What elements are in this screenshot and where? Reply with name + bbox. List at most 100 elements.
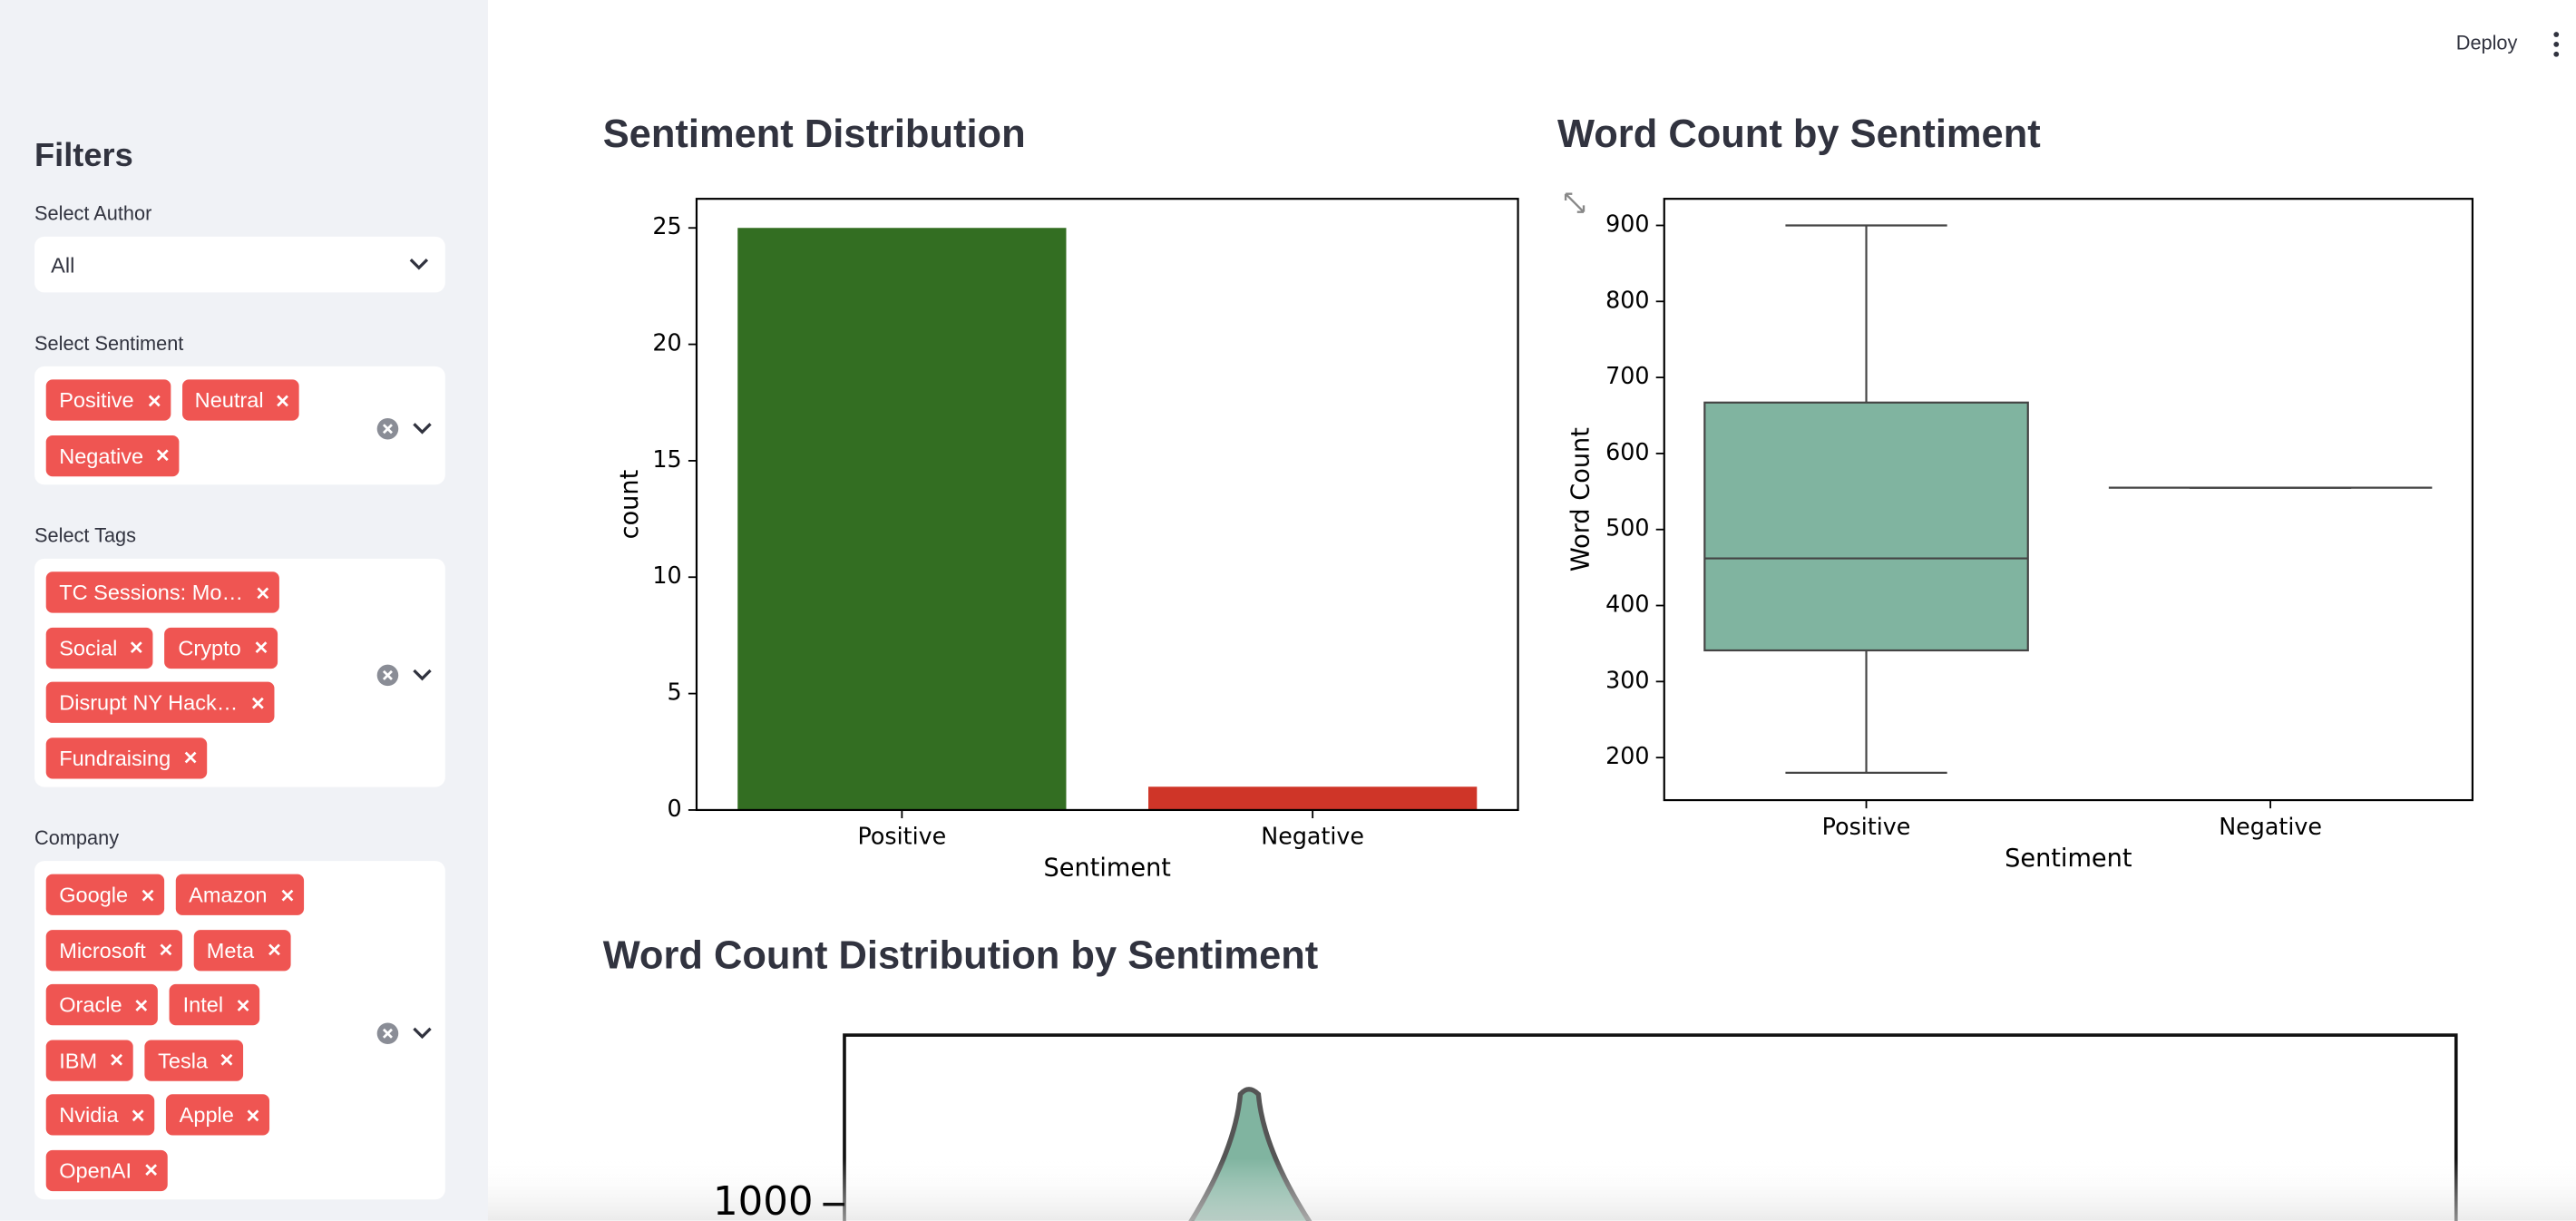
filter-chip[interactable]: OpenAI <box>45 1148 168 1191</box>
filter-chip[interactable]: Meta <box>193 929 290 971</box>
chip-text: IBM <box>59 1047 98 1072</box>
expand-icon[interactable] <box>1564 192 1586 213</box>
filter-chip[interactable]: Microsoft <box>45 929 182 971</box>
x-tick-label: Positive <box>858 823 947 850</box>
y-tick-label: 5 <box>668 679 682 706</box>
chip-remove[interactable] <box>135 998 148 1011</box>
chip-remove[interactable] <box>145 1163 158 1176</box>
select-icons <box>376 664 433 687</box>
filter-label: Select Author <box>34 201 152 226</box>
y-tick-label: 20 <box>652 329 681 357</box>
y-tick-label: 800 <box>1605 286 1649 313</box>
sidebar-title: Filters <box>34 138 133 174</box>
y-tick-label: 15 <box>652 445 681 473</box>
chip-remove[interactable] <box>247 1109 260 1121</box>
chip-remove[interactable] <box>131 640 143 654</box>
chip-remove[interactable] <box>147 394 160 406</box>
chip-remove[interactable] <box>132 1109 144 1121</box>
deploy-button[interactable]: Deploy <box>2456 32 2518 54</box>
filter-chip[interactable]: Apple <box>166 1094 270 1136</box>
filter-label: Select Sentiment <box>34 331 184 356</box>
clear-button[interactable] <box>376 1021 399 1044</box>
chip-text: Tesla <box>158 1047 209 1072</box>
clear-button[interactable] <box>376 664 399 687</box>
chip-text: Meta <box>206 937 255 962</box>
select-icons <box>376 416 433 439</box>
company-multiselect[interactable]: Google Amazon Microsoft Meta Oracle Intel IBM T… <box>34 861 445 1200</box>
filter-chip[interactable]: Nvidia <box>45 1094 155 1136</box>
chevron[interactable] <box>413 422 433 435</box>
filter-chip[interactable]: Positive <box>45 379 171 421</box>
chevron[interactable] <box>413 1026 433 1039</box>
y-tick-label: 0 <box>668 795 682 822</box>
chip-remove[interactable] <box>280 888 293 901</box>
sidebar: Filters Select Author All Select Sentime… <box>0 0 488 1221</box>
filter-chip[interactable]: Oracle <box>45 983 159 1026</box>
filter-label: Select Tags <box>34 523 137 548</box>
tags-multiselect[interactable]: TC Sessions: Mo… Social Crypto Disrupt NY H… <box>34 558 445 787</box>
clear-button[interactable] <box>376 416 399 439</box>
chip-text: Neutral <box>194 387 264 413</box>
select-value: All <box>51 252 75 278</box>
chip-remove[interactable] <box>237 998 249 1011</box>
menu-button[interactable] <box>2553 32 2560 57</box>
chip-remove[interactable] <box>141 888 154 901</box>
chip-text: Amazon <box>189 882 268 907</box>
chip-text: Crypto <box>178 635 241 660</box>
sentiment-multiselect[interactable]: Positive Neutral Negative <box>34 366 445 485</box>
filter-chip[interactable]: Google <box>45 874 164 915</box>
filter-chip[interactable]: Neutral <box>181 379 300 421</box>
y-tick-label: 900 <box>1605 210 1649 237</box>
filter-chip[interactable]: Crypto <box>164 626 278 669</box>
filter-chip[interactable]: TC Sessions: Mo… <box>45 571 279 613</box>
filter-chip[interactable]: Fundraising <box>45 737 208 778</box>
chip-text: Positive <box>59 387 134 413</box>
chip-text: OpenAI <box>59 1158 132 1183</box>
chip-remove[interactable] <box>157 448 170 462</box>
chip-remove[interactable] <box>268 943 280 956</box>
chip-remove[interactable] <box>254 640 267 654</box>
chip-list: Positive Neutral Negative <box>45 373 358 483</box>
filter-chip[interactable]: Negative <box>45 435 180 476</box>
chip-remove[interactable] <box>257 586 269 599</box>
box <box>1703 401 2029 652</box>
chip-text: TC Sessions: Mo… <box>59 580 244 605</box>
y-axis-label: count <box>616 470 644 540</box>
y-tick-label: 1000 <box>713 1179 814 1221</box>
author-select[interactable]: All <box>34 236 445 293</box>
chip-text: Disrupt NY Hack… <box>59 689 239 715</box>
x-axis-label: Sentiment <box>2005 845 2132 873</box>
filter-chip[interactable]: Tesla <box>144 1039 244 1080</box>
bar <box>737 228 1067 810</box>
chip-remove[interactable] <box>111 1053 123 1066</box>
chip-text: Social <box>59 635 118 660</box>
filter-chip[interactable]: Intel <box>170 983 259 1026</box>
chip-remove[interactable] <box>251 696 264 708</box>
chevron <box>409 259 429 270</box>
plot-frame <box>695 198 1519 812</box>
chip-text: Oracle <box>59 991 122 1018</box>
chevron[interactable] <box>413 669 433 681</box>
y-axis-label: Word Count <box>1567 427 1595 571</box>
chip-list: Google Amazon Microsoft Meta Oracle Intel IBM T… <box>45 867 358 1197</box>
chip-text: Microsoft <box>59 937 146 962</box>
chip-text: Google <box>59 882 129 907</box>
chip-text: Negative <box>59 443 144 468</box>
filter-chip[interactable]: IBM <box>45 1039 133 1080</box>
y-tick-label: 300 <box>1605 666 1649 693</box>
filter-chip[interactable]: Amazon <box>175 874 304 915</box>
chip-remove[interactable] <box>184 751 197 764</box>
section-title: Sentiment Distribution <box>603 112 1026 156</box>
y-tick-label: 25 <box>652 212 681 239</box>
chip-remove[interactable] <box>159 943 171 956</box>
chip-text: Fundraising <box>59 745 171 770</box>
filter-label: Company <box>34 826 120 850</box>
chip-remove[interactable] <box>221 1053 234 1066</box>
filter-chip[interactable]: Social <box>45 626 154 669</box>
section-title: Word Count by Sentiment <box>1557 112 2041 156</box>
chip-remove[interactable] <box>277 394 289 406</box>
select-icons <box>376 1021 433 1044</box>
filter-chip[interactable]: Disrupt NY Hack… <box>45 681 275 723</box>
